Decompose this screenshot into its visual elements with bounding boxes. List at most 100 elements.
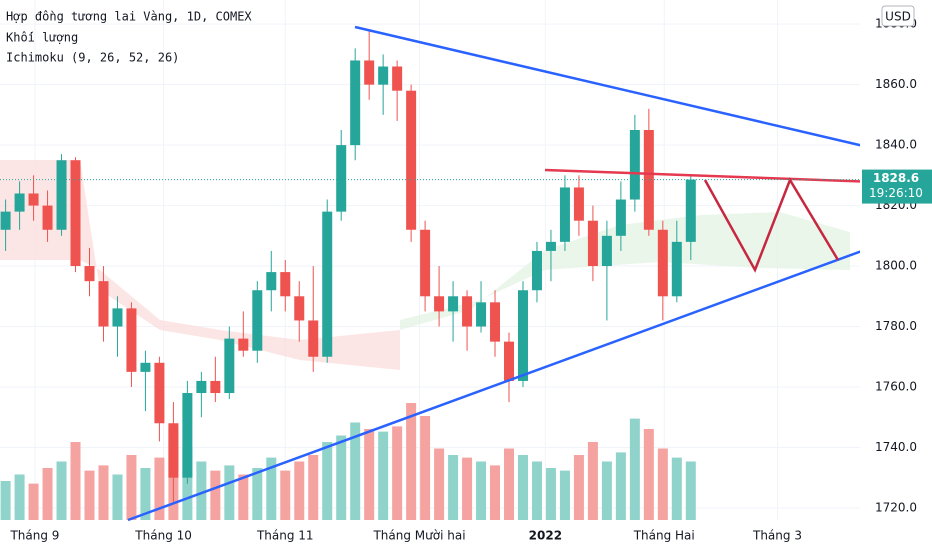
volume-bar bbox=[364, 429, 375, 520]
candle-body bbox=[280, 272, 291, 297]
candle-body bbox=[266, 272, 277, 291]
candle-body bbox=[517, 290, 528, 381]
candle-body bbox=[182, 393, 193, 478]
volume-bar bbox=[294, 461, 305, 520]
volume-bar bbox=[559, 470, 570, 520]
trend-line bbox=[127, 246, 871, 522]
candle-body bbox=[378, 66, 389, 85]
volume-bar bbox=[657, 448, 668, 520]
x-tick-label: 2022 bbox=[529, 529, 562, 543]
candle-body bbox=[252, 290, 263, 351]
x-tick-label: Tháng 11 bbox=[256, 529, 314, 543]
candle-body bbox=[671, 241, 682, 297]
candle-body bbox=[56, 160, 67, 230]
y-tick-label: 1760.0 bbox=[875, 379, 917, 393]
volume-bar bbox=[601, 461, 612, 520]
candle-body bbox=[196, 380, 207, 394]
y-tick-label: 1740.0 bbox=[875, 440, 917, 454]
volume-bar bbox=[126, 455, 137, 520]
candle-body bbox=[434, 296, 445, 312]
y-tick-label: 1840.0 bbox=[875, 138, 917, 152]
last-price: 1828.6 bbox=[873, 171, 919, 185]
candle-body bbox=[504, 341, 515, 381]
candle-body bbox=[350, 60, 361, 146]
countdown: 19:26:10 bbox=[869, 186, 923, 200]
volume-bar bbox=[196, 461, 207, 520]
candle-body bbox=[308, 320, 319, 357]
volume-bar bbox=[476, 461, 487, 520]
volume-bar bbox=[448, 455, 459, 520]
ichimoku-cloud bbox=[0, 160, 400, 370]
candle-body bbox=[84, 266, 95, 282]
candle-body bbox=[629, 130, 640, 200]
candle-body bbox=[476, 302, 487, 327]
volume-bar bbox=[266, 457, 277, 520]
candle-body bbox=[601, 235, 612, 267]
candle-body bbox=[112, 308, 123, 327]
x-tick-label: Tháng 9 bbox=[9, 529, 59, 543]
candle-body bbox=[42, 205, 53, 230]
volume-bar bbox=[615, 452, 626, 520]
volume-bar bbox=[671, 457, 682, 520]
candle-body bbox=[140, 362, 151, 372]
candle-body bbox=[615, 199, 626, 236]
volume-bar bbox=[14, 474, 25, 520]
currency-badge[interactable] bbox=[881, 5, 915, 27]
y-tick-label: 1800.0 bbox=[875, 259, 917, 273]
volume-bar bbox=[350, 422, 361, 520]
volume-bar bbox=[517, 455, 528, 520]
candle-body bbox=[406, 90, 417, 230]
volume-bar bbox=[420, 416, 431, 520]
candle-body bbox=[462, 296, 473, 327]
candle-body bbox=[420, 229, 431, 297]
volume-bar bbox=[112, 474, 123, 520]
ichimoku-cloud bbox=[400, 212, 850, 330]
candles bbox=[0, 30, 696, 502]
last-price-badge bbox=[862, 169, 932, 204]
volume-bar bbox=[685, 461, 696, 520]
volume-bar bbox=[434, 448, 445, 520]
volume-bar bbox=[70, 442, 81, 520]
candle-body bbox=[294, 296, 305, 321]
volume-bar bbox=[322, 442, 333, 520]
candle-body bbox=[154, 362, 165, 424]
y-tick-label: 1720.0 bbox=[875, 500, 917, 514]
volume-bar bbox=[406, 403, 417, 520]
price-axis bbox=[860, 0, 932, 520]
x-tick-label: Tháng Hai bbox=[633, 529, 695, 543]
volume-bar bbox=[238, 474, 249, 520]
volume-bar bbox=[84, 470, 95, 520]
volume-bar bbox=[587, 442, 598, 520]
indicator-title: Ichimoku (9, 26, 52, 26) bbox=[6, 51, 179, 65]
volume-bar bbox=[224, 465, 235, 520]
volume-bar bbox=[490, 465, 501, 520]
volume-bar bbox=[280, 470, 291, 520]
trend-line bbox=[354, 25, 932, 164]
volume-bar bbox=[56, 461, 67, 520]
candle-body bbox=[210, 380, 221, 394]
candle-body bbox=[14, 193, 25, 212]
candle-body bbox=[70, 160, 81, 267]
candle-body bbox=[559, 187, 570, 242]
series-title: Hợp đồng tương lai Vàng, 1D, COMEX bbox=[6, 10, 252, 24]
candle-body bbox=[657, 229, 668, 297]
volume-bar bbox=[154, 457, 165, 520]
volume-bar bbox=[545, 468, 556, 520]
volume-bar bbox=[462, 457, 473, 520]
volume-bar bbox=[42, 468, 53, 520]
candle-body bbox=[126, 308, 137, 372]
volume-bar bbox=[629, 418, 640, 520]
volume-bar bbox=[643, 429, 654, 520]
volume-bar bbox=[336, 435, 347, 520]
projection-arrow bbox=[703, 177, 840, 273]
volume-bar bbox=[182, 448, 193, 520]
candle-body bbox=[98, 281, 109, 327]
candle-body bbox=[531, 250, 542, 291]
volume-bar bbox=[573, 455, 584, 520]
volume-title: Khối lượng bbox=[6, 31, 78, 45]
candle-body bbox=[224, 338, 235, 394]
candle-body bbox=[168, 423, 179, 478]
candle-body bbox=[238, 338, 249, 351]
volume-bar bbox=[504, 448, 515, 520]
volume-bar bbox=[252, 468, 263, 520]
